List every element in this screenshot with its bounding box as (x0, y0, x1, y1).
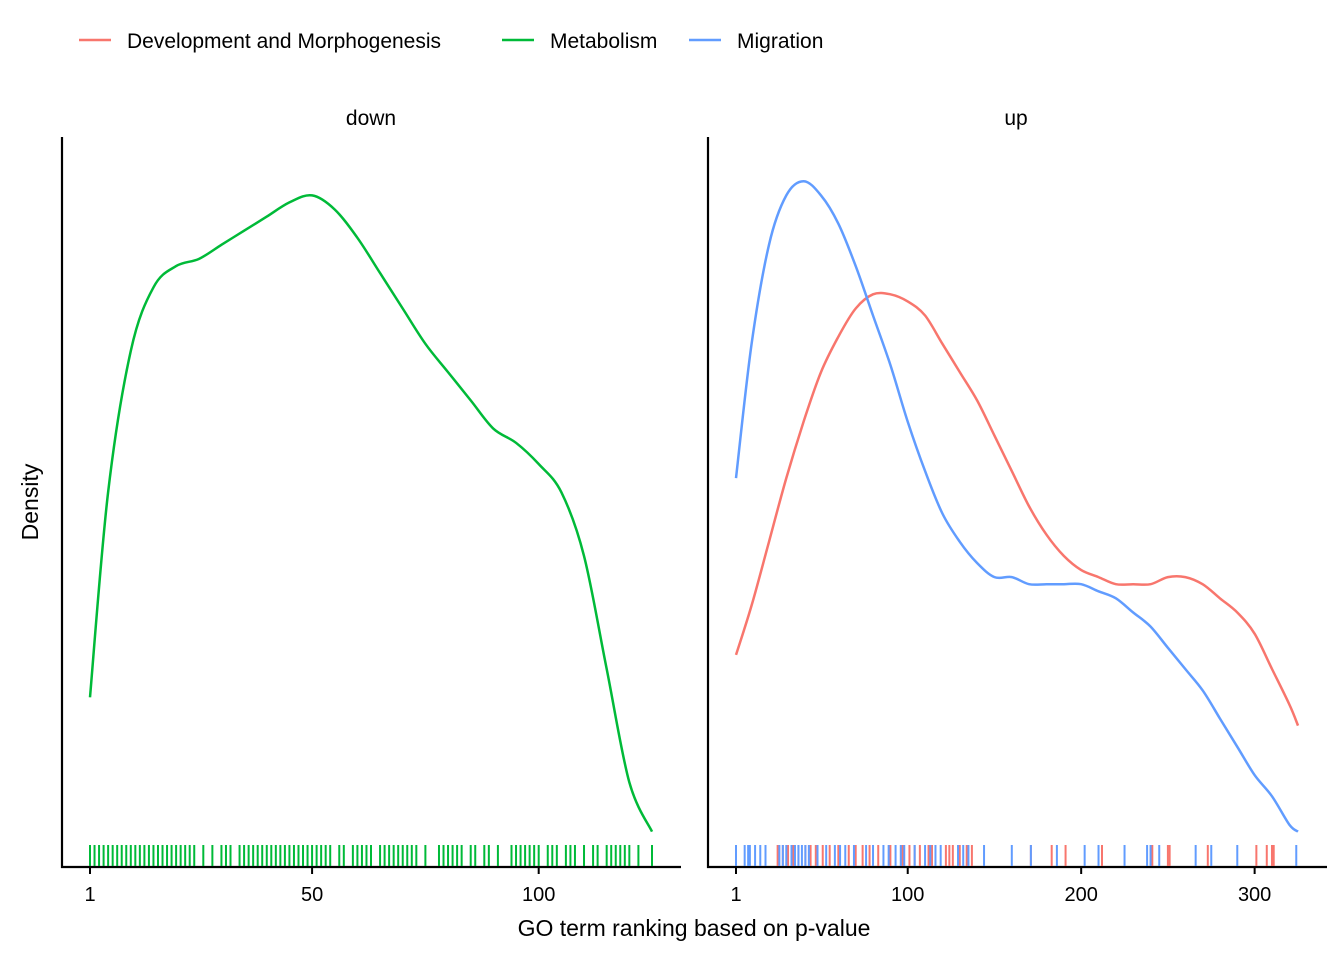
legend-item-development: Development and Morphogenesis (79, 30, 441, 53)
x-tick-label: 200 (1064, 884, 1097, 906)
panel-label-down: down (346, 107, 396, 130)
y-axis-title: Density (17, 463, 43, 540)
density-line-migration (734, 179, 1299, 833)
x-axis-title: GO term ranking based on p-value (518, 915, 871, 941)
x-tick-label: 300 (1238, 884, 1271, 906)
legend-item-metabolism: Metabolism (502, 30, 657, 53)
x-tick-label: 50 (301, 884, 323, 906)
x-tick-label: 1 (84, 884, 95, 906)
x-tick-label: 100 (891, 884, 924, 906)
panel-up: 1 100 200 300 (706, 137, 1327, 906)
legend-item-migration: Migration (689, 30, 823, 53)
x-tick-label: 1 (730, 884, 741, 906)
panel-down: 1 50 100 (60, 137, 681, 906)
legend: Development and Morphogenesis Metabolism… (79, 30, 823, 53)
legend-label-development: Development and Morphogenesis (127, 30, 441, 53)
legend-label-metabolism: Metabolism (550, 30, 657, 53)
density-line-development-and-morphogenesis (734, 291, 1300, 727)
panel-label-up: up (1004, 107, 1027, 130)
density-line-metabolism (88, 193, 654, 833)
legend-label-migration: Migration (737, 30, 823, 53)
x-tick-label: 100 (522, 884, 555, 906)
